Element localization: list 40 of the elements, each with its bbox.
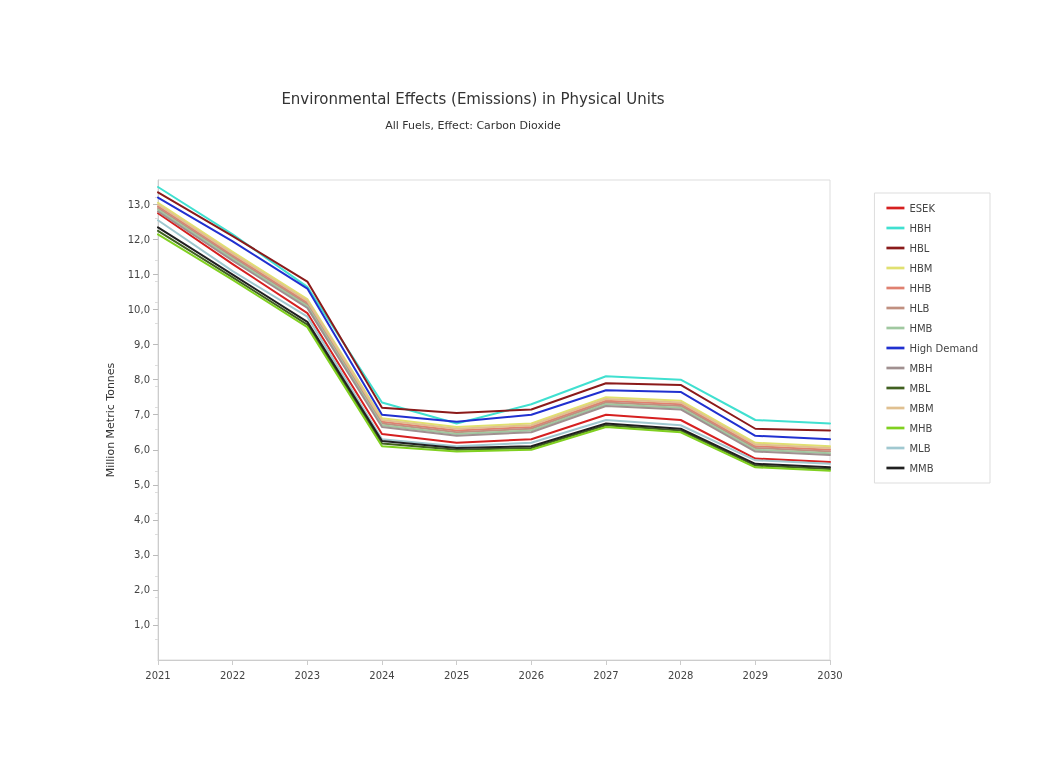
legend-label: MHB bbox=[909, 422, 933, 434]
y-tick-label: 7,0 bbox=[134, 409, 150, 421]
y-tick-label: 9,0 bbox=[134, 339, 150, 351]
x-tick-label: 2029 bbox=[742, 669, 769, 681]
chart-title: Environmental Effects (Emissions) in Physical Units bbox=[281, 89, 665, 108]
legend-label: MMB bbox=[909, 462, 934, 474]
x-tick-label: 2025 bbox=[443, 669, 470, 681]
y-tick-label: 8,0 bbox=[134, 374, 150, 386]
legend-label: MBL bbox=[909, 382, 931, 394]
legend-label: MBH bbox=[909, 362, 933, 374]
x-tick-label: 2028 bbox=[667, 669, 694, 681]
y-axis-title: Million Metric Tonnes bbox=[104, 362, 117, 478]
x-tick-label: 2023 bbox=[294, 669, 321, 681]
y-tick-label: 10,0 bbox=[127, 304, 150, 316]
legend-label: HBM bbox=[909, 262, 933, 274]
y-tick-label: 6,0 bbox=[134, 444, 150, 456]
x-tick-label: 2022 bbox=[219, 669, 246, 681]
legend-label: MLB bbox=[909, 442, 931, 454]
x-tick-label: 2024 bbox=[369, 669, 395, 681]
y-tick-label: 11,0 bbox=[127, 269, 150, 281]
y-tick-label: 12,0 bbox=[127, 234, 150, 246]
y-tick-label: 13,0 bbox=[127, 199, 150, 211]
x-tick-label: 2026 bbox=[518, 669, 545, 681]
y-tick-label: 3,0 bbox=[134, 549, 150, 561]
x-tick-label: 2021 bbox=[145, 669, 171, 681]
legend-label: HLB bbox=[909, 302, 930, 314]
legend-label: HBH bbox=[909, 222, 932, 234]
legend-label: MBM bbox=[909, 402, 934, 414]
y-tick-label: 2,0 bbox=[134, 584, 150, 596]
legend-label: HBL bbox=[909, 242, 930, 254]
chart-subtitle: All Fuels, Effect: Carbon Dioxide bbox=[385, 119, 562, 132]
legend-label: HMB bbox=[909, 322, 933, 334]
legend-label: HHB bbox=[909, 282, 932, 294]
y-tick-label: 1,0 bbox=[134, 619, 150, 631]
x-tick-label: 2027 bbox=[593, 669, 619, 681]
legend-label: ESEK bbox=[909, 202, 936, 214]
x-tick-label: 2030 bbox=[817, 669, 843, 681]
y-tick-label: 4,0 bbox=[134, 514, 150, 526]
legend-label: High Demand bbox=[909, 342, 979, 354]
y-tick-label: 5,0 bbox=[134, 479, 150, 491]
